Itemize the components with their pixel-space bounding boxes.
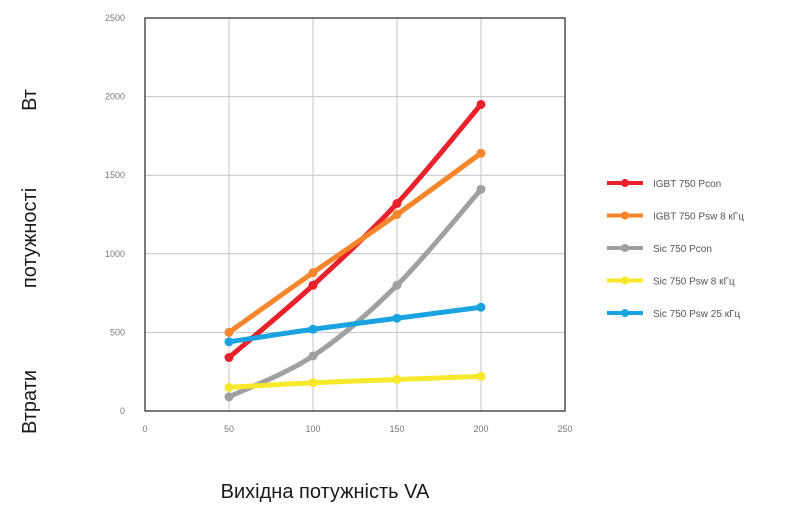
data-point (392, 280, 402, 290)
x-tick-label: 250 (557, 424, 572, 434)
legend-item: IGBT 750 Pcon (607, 179, 721, 190)
y-axis-title-part-2: потужності (19, 188, 41, 288)
y-axis-title-part-1: Втрати (19, 370, 41, 434)
legend-marker (621, 179, 629, 187)
data-point (392, 375, 402, 385)
data-point (476, 99, 486, 109)
x-tick-label: 0 (142, 424, 147, 434)
legend-item: IGBT 750 Psw 8 кГц (607, 211, 744, 223)
legend-item: Sic 750 Psw 25 кГц (607, 309, 740, 320)
series-line (226, 373, 484, 390)
data-point (308, 280, 318, 290)
data-point (392, 198, 402, 208)
plot-frame (144, 17, 566, 412)
series-4 (224, 302, 486, 347)
y-tick-label: 2000 (105, 92, 125, 102)
y-tick-label: 500 (110, 327, 125, 337)
legend: IGBT 750 Pcon IGBT 750 Psw 8 кГц Sic 750 P… (607, 179, 744, 320)
x-tick-label: 200 (473, 424, 488, 434)
series-lines (224, 99, 486, 402)
data-point (224, 382, 234, 392)
y-tick-label: 0 (120, 406, 125, 416)
y-axis-title-part-3: Вт (19, 89, 41, 111)
data-point (308, 324, 318, 334)
grid (145, 18, 565, 411)
data-point (308, 268, 318, 278)
data-point (224, 392, 234, 402)
data-point (224, 337, 234, 347)
legend-label: IGBT 750 Psw 8 кГц (653, 212, 744, 223)
series-2 (224, 184, 486, 402)
x-axis-ticks: 0 50 100 150 200 250 (142, 424, 572, 434)
series-line (226, 304, 484, 345)
data-point (476, 302, 486, 312)
x-tick-label: 100 (305, 424, 320, 434)
y-tick-label: 1500 (105, 170, 125, 180)
y-tick-label: 1000 (105, 249, 125, 259)
legend-marker (621, 309, 629, 317)
x-axis-title: Вихідна потужність VA (221, 481, 430, 503)
series-line (226, 150, 484, 335)
legend-label: IGBT 750 Pcon (653, 179, 721, 190)
data-point (224, 353, 234, 363)
data-point (392, 210, 402, 219)
data-point (308, 351, 318, 361)
data-point (308, 378, 318, 388)
series-1 (224, 148, 486, 337)
legend-label: Sic 750 Pcon (653, 244, 712, 255)
data-point (476, 148, 486, 158)
legend-marker (621, 276, 629, 285)
data-point (476, 184, 486, 194)
y-axis-ticks: 0 500 1000 1500 2000 2500 (105, 13, 125, 416)
x-tick-label: 50 (224, 424, 234, 434)
legend-marker (621, 244, 629, 252)
legend-item: Sic 750 Psw 8 кГц (607, 276, 735, 288)
y-tick-label: 2500 (105, 13, 125, 23)
legend-marker (621, 211, 629, 220)
series-line (226, 186, 484, 400)
legend-item: Sic 750 Pcon (607, 244, 712, 255)
data-point (476, 371, 486, 381)
data-point (224, 327, 234, 337)
legend-label: Sic 750 Psw 8 кГц (653, 277, 735, 288)
legend-label: Sic 750 Psw 25 кГц (653, 309, 740, 320)
x-tick-label: 150 (389, 424, 404, 434)
data-point (392, 313, 402, 323)
series-3 (224, 371, 486, 392)
